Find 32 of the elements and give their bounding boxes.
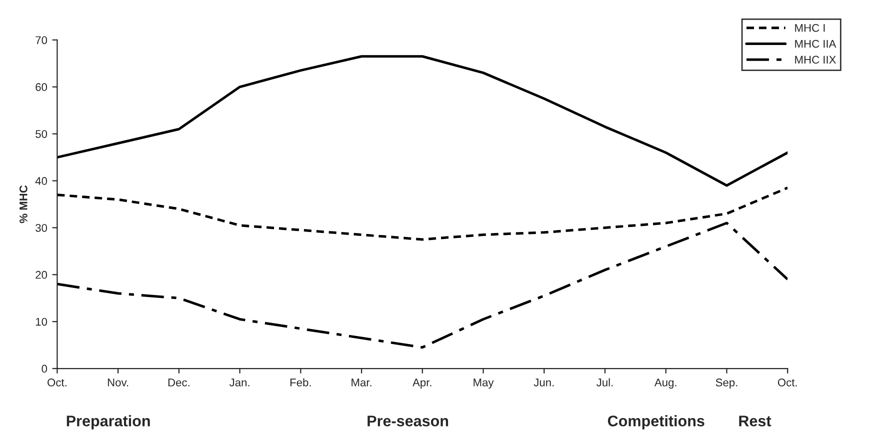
x-tick-label: Dec. (168, 378, 190, 386)
x-tick-label: Jul. (596, 378, 613, 386)
x-tick-label: Jan. (229, 378, 250, 386)
y-tick-label: 70 (36, 36, 48, 44)
y-tick-label: 20 (36, 270, 48, 279)
line-series (57, 55, 788, 187)
x-tick-label: Jun. (534, 378, 554, 386)
y-tick-label: 40 (35, 177, 48, 185)
line-series (57, 186, 788, 241)
legend-label: MHC I (795, 24, 825, 32)
y-tick-label: 30 (36, 224, 48, 232)
y-tick-label: 60 (36, 83, 48, 92)
text: Pre-season (368, 416, 448, 426)
x-tick-label: Sep. (716, 378, 738, 389)
text: Competitions (608, 415, 704, 430)
y-tick-label: 50 (36, 130, 48, 138)
x-tick-label: Feb. (290, 378, 311, 386)
x-tick-label: Oct. (778, 378, 797, 386)
legend-label: MHC IIX (795, 56, 836, 64)
text: Preparation (66, 415, 150, 430)
legend-label: MHC IIA (795, 40, 836, 48)
text: Rest (739, 416, 772, 426)
line-series (57, 222, 788, 349)
y-axis-title: % MHC (20, 185, 28, 224)
x-tick-label: May (474, 378, 494, 389)
x-tick-label: Mar. (352, 378, 372, 386)
y-tick-label: 0 (42, 364, 48, 373)
x-tick-label: Apr. (412, 378, 432, 389)
x-tick-label: Oct. (48, 378, 66, 386)
y-tick-label: 10 (36, 318, 48, 326)
x-tick-label: Nov. (108, 378, 128, 386)
x-tick-label: Aug. (654, 378, 676, 389)
